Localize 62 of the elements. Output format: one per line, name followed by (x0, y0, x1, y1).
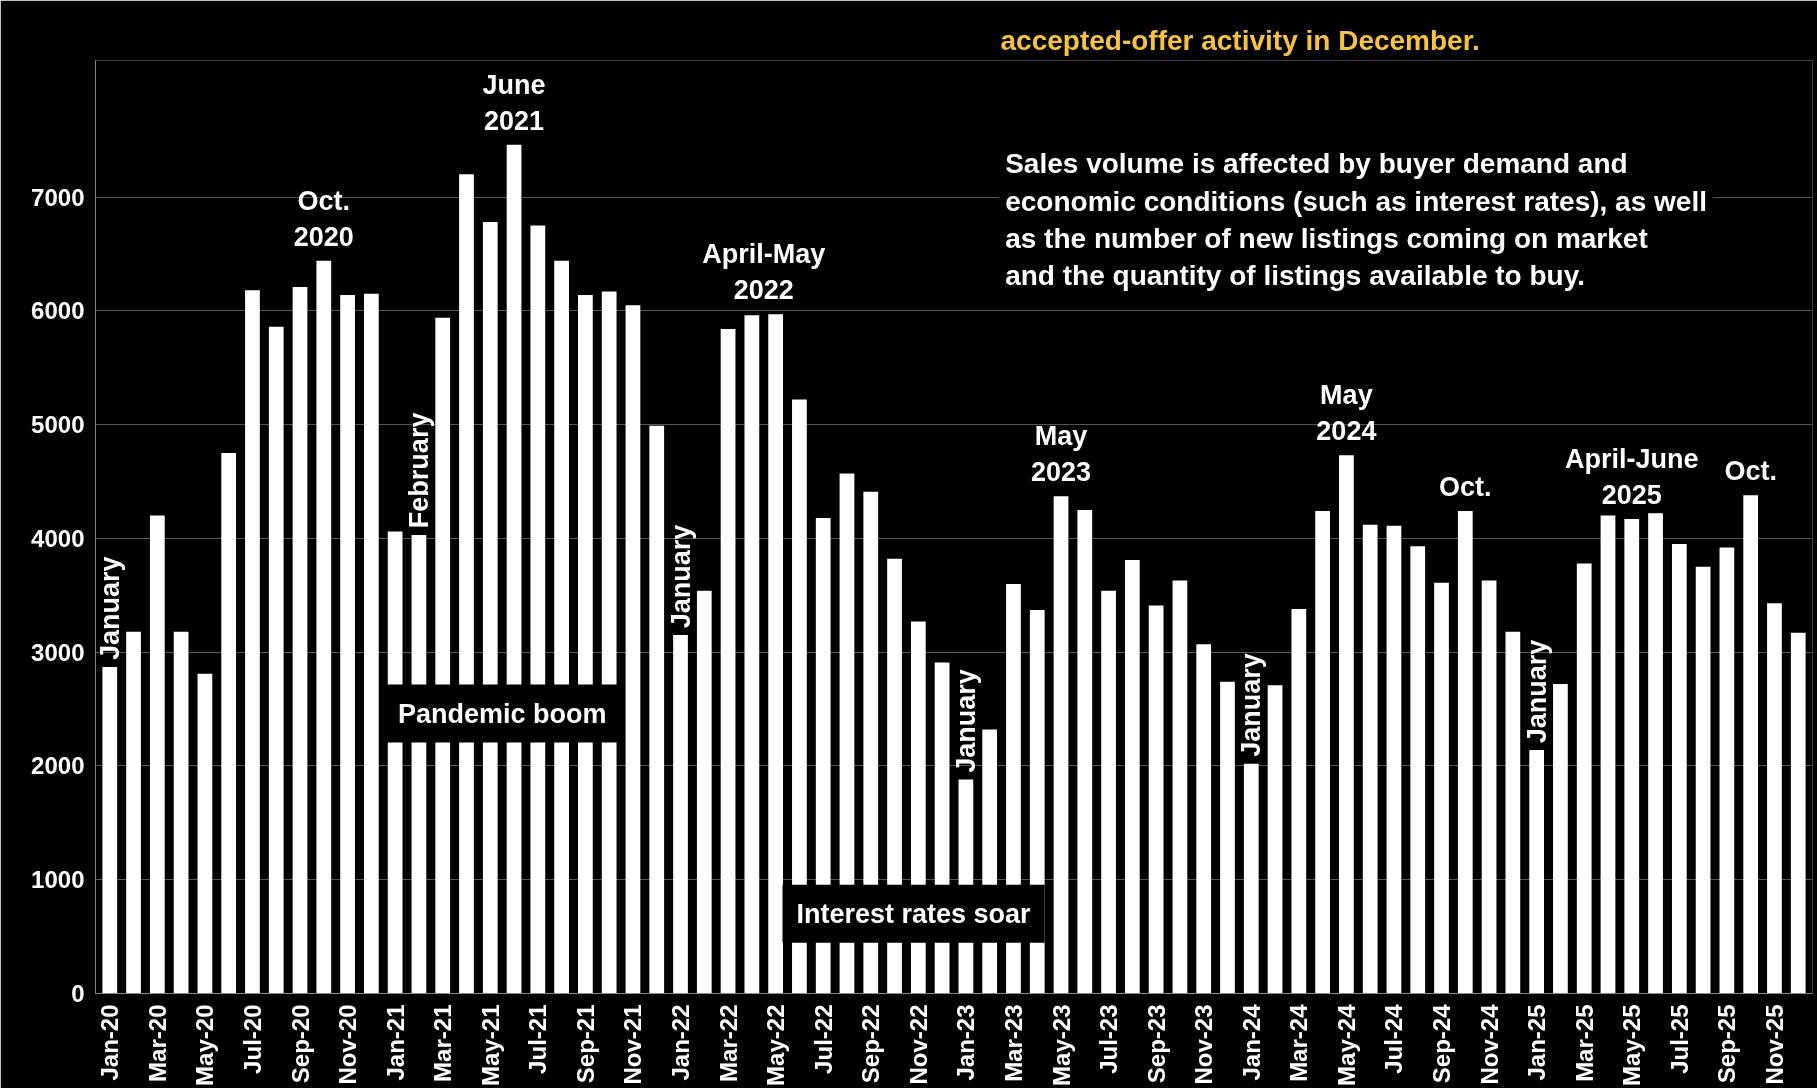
x-tick-label: Jul-25 (1665, 1004, 1693, 1074)
annotation: Oct. 2020 (293, 185, 354, 252)
y-tick-label: 6000 (31, 297, 85, 325)
annotation: April-June 2025 (1565, 443, 1699, 510)
annotation: January (1521, 639, 1552, 744)
annotation: May 2023 (1030, 421, 1092, 488)
y-tick-label: 7000 (31, 183, 85, 211)
x-tick-label: May-21 (476, 1004, 504, 1086)
x-tick-label: Jul-23 (1095, 1004, 1123, 1074)
x-tick-label: Sep-23 (1142, 1004, 1170, 1084)
chart-title: accepted-offer activity in December. (1000, 24, 1480, 56)
x-tick-label: Mar-23 (999, 1004, 1027, 1082)
annotation: January (1236, 653, 1267, 757)
annotation: Oct. (1724, 456, 1777, 487)
annotation: April-May 2022 (702, 239, 826, 306)
x-tick-label: Jul-20 (238, 1004, 266, 1074)
y-tick-label: 0 (71, 980, 85, 1007)
x-tick-label: Sep-24 (1428, 1003, 1456, 1084)
annotation: June 2021 (482, 69, 546, 136)
annotation: May 2024 (1316, 380, 1377, 447)
x-tick-label: Mar-25 (1570, 1004, 1598, 1082)
annotation: February (403, 412, 434, 529)
x-tick-label: Nov-20 (334, 1004, 362, 1085)
y-tick-label: 5000 (31, 411, 85, 439)
x-tick-label: Nov-24 (1475, 1003, 1503, 1085)
y-tick-label: 3000 (31, 638, 85, 666)
x-tick-label: May-25 (1618, 1004, 1646, 1086)
x-tick-label: May-22 (762, 1004, 790, 1086)
x-tick-label: Jan-22 (667, 1004, 695, 1081)
x-tick-label: Jan-20 (96, 1004, 124, 1081)
x-tick-label: Jul-24 (1380, 1003, 1408, 1074)
annotation: Oct. (1439, 471, 1492, 502)
annotation: Sales volume is affected by buyer demand and economic conditions (such as interest rates), as well as the number of new listings coming on market and the quantity of listings available to buy. (1005, 148, 1707, 292)
x-tick-label: Jan-23 (952, 1004, 980, 1081)
x-tick-label: May-20 (191, 1004, 219, 1086)
annotation: Pandemic boom (397, 698, 607, 729)
annotation: January (665, 524, 696, 629)
x-tick-label: Nov-22 (904, 1004, 932, 1085)
y-tick-label: 4000 (31, 524, 85, 552)
x-tick-label: Sep-22 (857, 1004, 885, 1084)
x-tick-label: Mar-20 (143, 1004, 171, 1082)
x-tick-label: Mar-21 (429, 1004, 457, 1082)
x-tick-label: Mar-24 (1285, 1003, 1313, 1082)
y-tick-label: 1000 (31, 866, 85, 894)
x-tick-label: May-24 (1332, 1003, 1360, 1086)
y-tick-label: 2000 (31, 752, 85, 780)
x-tick-label: Nov-21 (619, 1004, 647, 1085)
x-tick-label: Jan-25 (1523, 1004, 1551, 1081)
x-tick-label: Nov-23 (1190, 1004, 1218, 1085)
x-tick-label: Jul-21 (524, 1004, 552, 1074)
x-tick-label: Jul-22 (809, 1004, 837, 1074)
annotation: January (94, 556, 125, 661)
x-tick-label: Sep-21 (571, 1004, 599, 1084)
x-tick-label: Nov-25 (1760, 1004, 1788, 1085)
x-tick-label: Sep-20 (286, 1004, 314, 1084)
x-tick-label: Mar-22 (714, 1004, 742, 1082)
x-tick-label: Jan-21 (381, 1004, 409, 1081)
annotation: January (950, 669, 981, 773)
x-tick-label: Sep-25 (1713, 1004, 1741, 1084)
annotation: Interest rates soar (796, 898, 1032, 929)
x-tick-label: Jan-24 (1237, 1003, 1265, 1081)
x-tick-label: May-23 (1047, 1004, 1075, 1086)
